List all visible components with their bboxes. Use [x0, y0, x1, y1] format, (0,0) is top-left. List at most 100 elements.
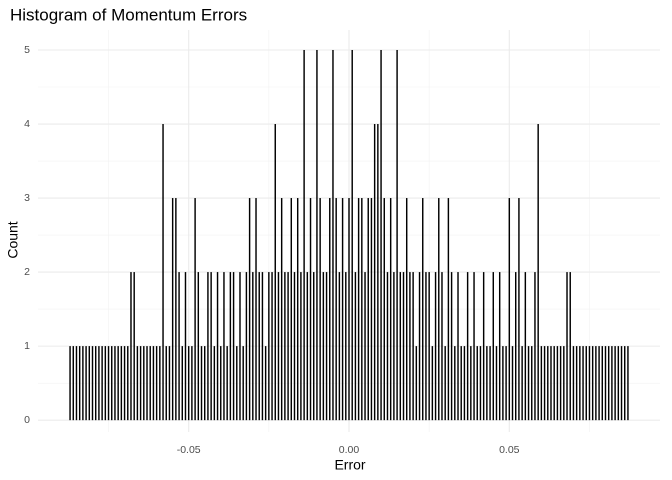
bar [377, 124, 379, 421]
bar [361, 198, 363, 421]
bar [280, 198, 283, 421]
bar [338, 272, 341, 421]
bar [450, 272, 453, 421]
bar [130, 272, 132, 421]
bar [194, 198, 196, 421]
bar [82, 346, 84, 421]
bar [591, 346, 594, 421]
bar [313, 272, 315, 421]
bar [482, 272, 485, 421]
bar [405, 198, 408, 421]
bar [498, 272, 501, 421]
bar [296, 198, 299, 421]
bar [563, 346, 565, 421]
bar [78, 346, 81, 421]
bar [521, 346, 523, 421]
bar [611, 346, 613, 421]
bar [232, 272, 235, 421]
bar [325, 272, 328, 421]
bar [348, 198, 350, 421]
bar [607, 346, 610, 421]
bar [380, 49, 382, 421]
bar [357, 198, 360, 421]
bar [149, 346, 151, 421]
bar [418, 272, 421, 421]
bar [566, 272, 568, 421]
bar [152, 346, 155, 421]
x-axis-label: Error [334, 457, 365, 473]
x-tick-label: 0.00 [339, 444, 360, 456]
bar [415, 346, 418, 421]
bar [575, 346, 578, 421]
bar [569, 272, 571, 421]
bar [425, 272, 427, 421]
bar [444, 346, 446, 421]
bar [617, 346, 620, 421]
bar [572, 346, 575, 421]
bar [239, 272, 241, 421]
bar [168, 346, 171, 421]
bar [216, 272, 219, 421]
bar [354, 272, 357, 421]
bar [69, 346, 71, 421]
bar [470, 346, 472, 421]
bar [255, 198, 257, 421]
bar [184, 272, 187, 421]
bar [271, 272, 273, 421]
bar [293, 272, 296, 421]
bar [588, 346, 591, 421]
bar [143, 346, 145, 421]
bar [431, 346, 434, 421]
bar [624, 346, 626, 421]
bar [614, 346, 616, 421]
bar [204, 346, 206, 421]
bar [479, 346, 482, 421]
bar [454, 346, 456, 421]
bar [287, 272, 289, 421]
bar [604, 346, 607, 421]
bar [556, 346, 559, 421]
bar [489, 346, 491, 421]
bar [175, 198, 177, 421]
bar [531, 346, 533, 421]
bar [181, 346, 183, 421]
chart-title: Histogram of Momentum Errors [10, 5, 247, 24]
bar [316, 49, 318, 421]
y-tick-label: 2 [24, 266, 30, 278]
bar [553, 346, 555, 421]
bar [171, 198, 174, 421]
bar [236, 346, 238, 421]
bar [534, 272, 536, 421]
y-tick-label: 0 [24, 414, 30, 426]
bar [486, 346, 488, 421]
bar [127, 346, 129, 421]
bar [547, 346, 549, 421]
bar [91, 346, 94, 421]
bar [146, 346, 148, 421]
bar [585, 346, 587, 421]
bar [136, 346, 139, 421]
bar [438, 198, 440, 421]
bar [492, 272, 494, 421]
bar [466, 272, 469, 421]
bar [518, 198, 520, 421]
bar [550, 346, 552, 421]
bar [306, 272, 309, 421]
bar [111, 346, 113, 421]
bar [187, 346, 190, 421]
bar [223, 272, 225, 421]
bar [139, 346, 142, 421]
bar [335, 198, 337, 421]
bar [261, 272, 264, 421]
bar [207, 272, 209, 421]
bar [88, 346, 91, 421]
bar [409, 272, 411, 421]
bar [386, 272, 389, 421]
bar [505, 346, 507, 421]
bar [245, 272, 248, 421]
bar [495, 346, 498, 421]
bar [290, 198, 293, 421]
bar [155, 346, 158, 421]
bar [264, 346, 267, 421]
bar [428, 272, 430, 421]
